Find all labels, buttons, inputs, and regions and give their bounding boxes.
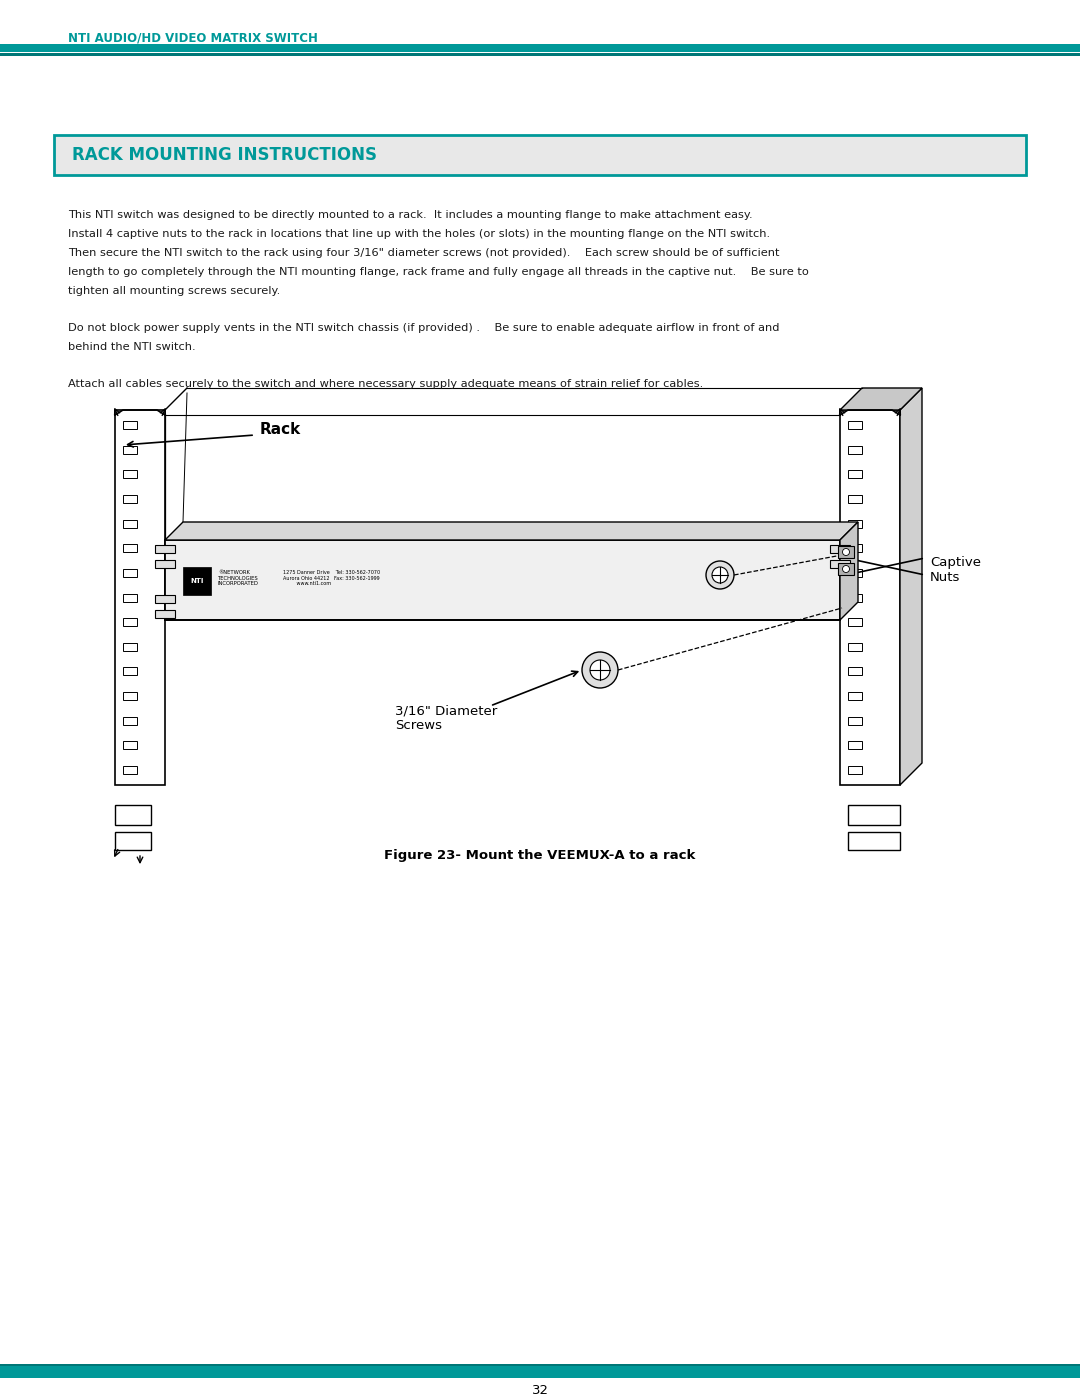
Bar: [848, 805, 900, 826]
Text: RACK MOUNTING INSTRUCTIONS: RACK MOUNTING INSTRUCTIONS: [72, 147, 377, 163]
Circle shape: [842, 549, 850, 556]
Bar: [123, 643, 137, 651]
Text: Rack: Rack: [260, 422, 301, 437]
Bar: [156, 610, 175, 617]
Bar: [848, 471, 862, 478]
Bar: [848, 545, 862, 552]
Bar: [0, 43, 1080, 52]
Bar: [123, 545, 137, 552]
Text: Captive
Nuts: Captive Nuts: [930, 556, 981, 584]
Polygon shape: [165, 522, 858, 541]
Bar: [123, 766, 137, 774]
Text: Then secure the NTI switch to the rack using four 3/16" diameter screws (not pro: Then secure the NTI switch to the rack u…: [68, 249, 780, 258]
Bar: [123, 420, 137, 429]
Bar: [123, 617, 137, 626]
Bar: [123, 594, 137, 602]
Bar: [838, 546, 854, 557]
Circle shape: [582, 652, 618, 687]
Bar: [156, 545, 175, 553]
Circle shape: [706, 562, 734, 590]
Circle shape: [590, 659, 610, 680]
Bar: [848, 569, 862, 577]
Bar: [0, 53, 1080, 56]
Bar: [848, 420, 862, 429]
Bar: [848, 766, 862, 774]
Bar: [848, 833, 900, 849]
Bar: [831, 560, 850, 569]
Bar: [123, 742, 137, 749]
Text: This NTI switch was designed to be directly mounted to a rack.  It includes a mo: This NTI switch was designed to be direc…: [68, 210, 753, 219]
Bar: [123, 495, 137, 503]
Text: NTI: NTI: [190, 578, 204, 584]
Polygon shape: [840, 522, 858, 620]
Bar: [848, 520, 862, 528]
Bar: [156, 560, 175, 569]
Bar: [183, 567, 211, 595]
Text: 3/16" Diameter
Screws: 3/16" Diameter Screws: [395, 704, 497, 732]
Bar: [114, 833, 151, 849]
Bar: [54, 136, 1026, 175]
Bar: [123, 668, 137, 675]
Polygon shape: [840, 388, 922, 409]
Text: behind the NTI switch.: behind the NTI switch.: [68, 342, 195, 352]
Text: Attach all cables securely to the switch and where necessary supply adequate mea: Attach all cables securely to the switch…: [68, 379, 703, 388]
Text: Do not block power supply vents in the NTI switch chassis (if provided) .    Be : Do not block power supply vents in the N…: [68, 323, 780, 332]
Bar: [156, 595, 175, 604]
Polygon shape: [900, 388, 922, 785]
Bar: [848, 446, 862, 454]
Bar: [848, 717, 862, 725]
Text: ®NETWORK
TECHNOLOGIES
INCORPORATED: ®NETWORK TECHNOLOGIES INCORPORATED: [218, 570, 259, 587]
Bar: [123, 446, 137, 454]
Bar: [114, 409, 165, 785]
Text: 32: 32: [531, 1383, 549, 1397]
Bar: [0, 1363, 1080, 1370]
Text: length to go completely through the NTI mounting flange, rack frame and fully en: length to go completely through the NTI …: [68, 267, 809, 277]
Bar: [114, 805, 151, 826]
Bar: [123, 717, 137, 725]
Bar: [123, 692, 137, 700]
Text: Install 4 captive nuts to the rack in locations that line up with the holes (or : Install 4 captive nuts to the rack in lo…: [68, 229, 770, 239]
Circle shape: [842, 566, 850, 573]
Bar: [123, 520, 137, 528]
Bar: [123, 471, 137, 478]
Bar: [0, 1366, 1080, 1377]
Text: tighten all mounting screws securely.: tighten all mounting screws securely.: [68, 286, 280, 296]
Bar: [838, 563, 854, 576]
Bar: [123, 569, 137, 577]
Bar: [848, 617, 862, 626]
Text: NTI AUDIO/HD VIDEO MATRIX SWITCH: NTI AUDIO/HD VIDEO MATRIX SWITCH: [68, 32, 318, 45]
Text: Figure 23- Mount the VEEMUX-A to a rack: Figure 23- Mount the VEEMUX-A to a rack: [384, 848, 696, 862]
Circle shape: [712, 567, 728, 583]
Bar: [848, 692, 862, 700]
Bar: [848, 742, 862, 749]
Bar: [848, 643, 862, 651]
Bar: [840, 409, 900, 785]
Bar: [848, 495, 862, 503]
Bar: [848, 594, 862, 602]
Bar: [165, 541, 840, 620]
Bar: [831, 545, 850, 553]
Bar: [848, 668, 862, 675]
Text: 1275 Danner Drive    Tel: 330-562-7070
Aurora Ohio 44212   Fax: 330-562-1999
   : 1275 Danner Drive Tel: 330-562-7070 Auro…: [283, 570, 380, 587]
